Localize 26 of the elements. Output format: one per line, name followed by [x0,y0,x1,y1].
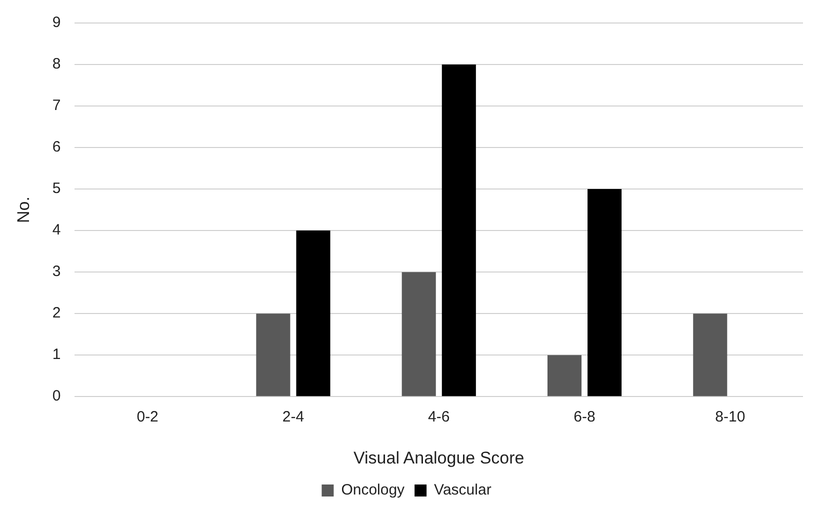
x-tick-label: 4-6 [428,408,450,426]
y-tick-label: 6 [52,138,61,156]
y-tick-label: 9 [52,14,61,32]
y-tick-label: 4 [52,222,61,239]
bar [402,272,436,396]
legend-label: Vascular [434,482,492,499]
bar [547,355,582,396]
y-tick-label: 3 [52,263,61,280]
bar [442,64,476,396]
bar [296,230,330,396]
y-tick-label: 8 [52,56,61,73]
y-tick-label: 0 [52,388,61,405]
y-axis-title: No. [14,196,33,224]
bar [693,314,728,396]
y-tick-label: 5 [52,180,61,198]
y-tick-label: 1 [52,346,61,364]
x-tick-label: 0-2 [136,408,158,426]
y-tick-label: 2 [52,304,61,322]
x-tick-label: 8-10 [715,408,746,426]
y-tick-label: 7 [52,97,61,114]
x-axis-title: Visual Analogue Score [353,448,524,468]
bar [256,314,290,396]
x-tick-label: 6-8 [574,408,596,426]
legend-label: Oncology [341,482,406,499]
x-tick-label: 2-4 [282,408,304,426]
bar [588,189,622,396]
